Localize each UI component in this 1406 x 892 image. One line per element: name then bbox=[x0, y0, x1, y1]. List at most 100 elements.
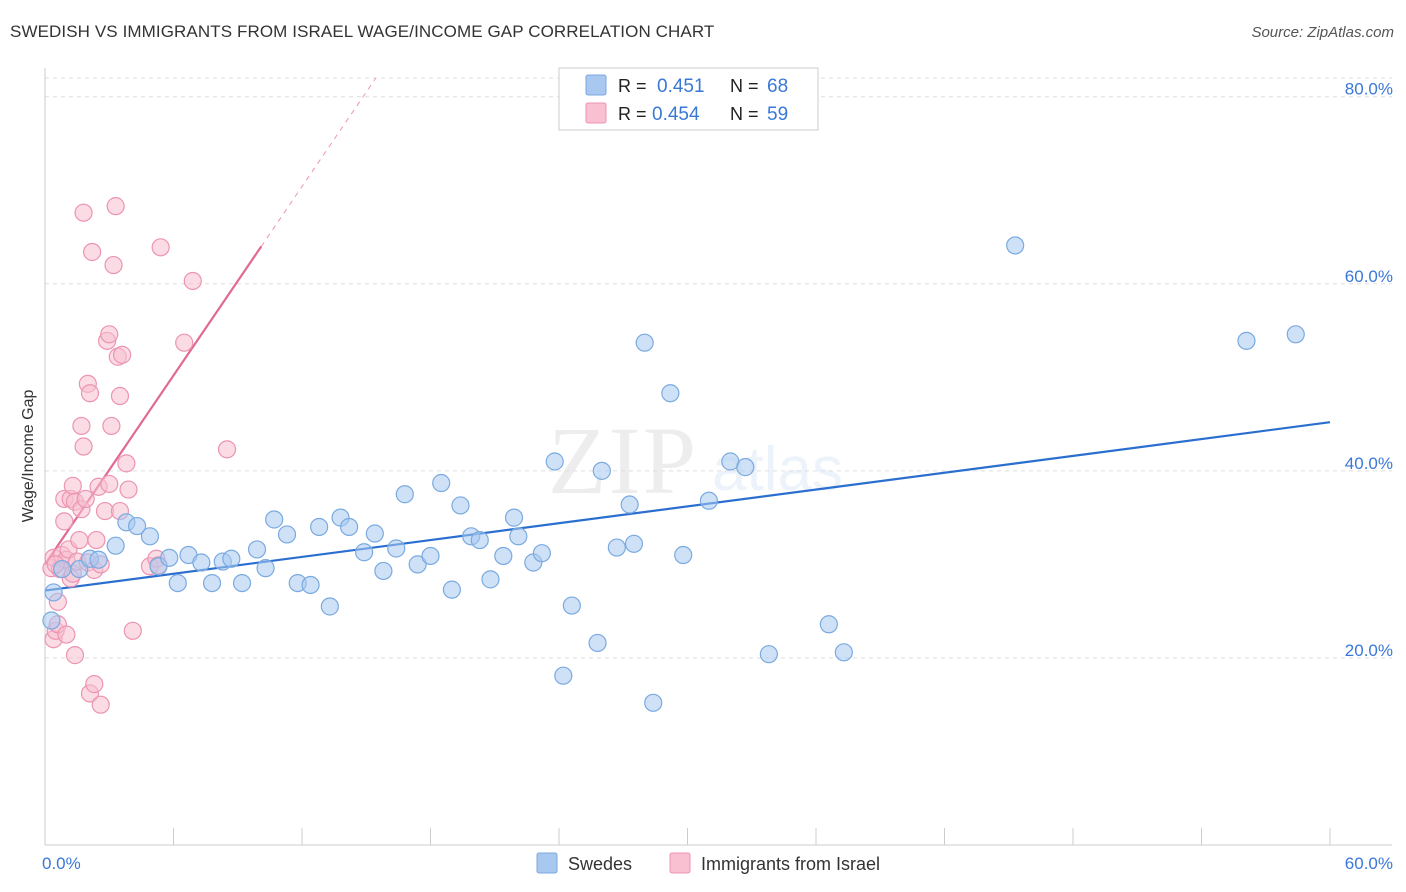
legend-swedes-r-value: 0.451 bbox=[657, 76, 705, 97]
israel-point-22 bbox=[74, 203, 93, 222]
swedes-point-47 bbox=[545, 452, 564, 471]
watermark-zip: ZIP bbox=[548, 407, 698, 514]
israel-point-19 bbox=[70, 530, 89, 550]
swedes-point-44 bbox=[509, 527, 528, 546]
swedes-point-46 bbox=[532, 544, 551, 563]
y-tick-label-2: 60.0% bbox=[1345, 267, 1393, 286]
israel-point-47 bbox=[117, 454, 136, 473]
swedes-point-17 bbox=[222, 549, 241, 568]
swedes-point-59 bbox=[699, 491, 719, 510]
y-axis-title: Wage/Income Gap bbox=[20, 390, 37, 523]
israel-point-17 bbox=[65, 646, 85, 665]
swedes-point-50 bbox=[588, 633, 607, 653]
israel-point-49 bbox=[123, 621, 142, 640]
trendline-israel-extension bbox=[260, 77, 377, 247]
y-tick-label-1: 40.0% bbox=[1345, 454, 1393, 473]
israel-point-57 bbox=[57, 625, 76, 644]
legend-swedes-r-label: R = bbox=[618, 76, 647, 96]
swedes-point-63 bbox=[819, 615, 838, 634]
swedes-point-0 bbox=[44, 583, 63, 602]
gridlines bbox=[45, 77, 1392, 659]
source-label: Source: ZipAtlas.com bbox=[1251, 24, 1394, 41]
israel-point-23 bbox=[74, 437, 93, 456]
series-israel-points bbox=[42, 197, 237, 714]
swedes-point-6 bbox=[106, 536, 125, 555]
swedes-point-18 bbox=[232, 573, 252, 593]
swedes-point-48 bbox=[554, 666, 573, 685]
swedes-point-62 bbox=[759, 645, 778, 664]
israel-point-54 bbox=[175, 333, 194, 352]
legend-israel-r-label: R = bbox=[618, 104, 647, 124]
israel-point-48 bbox=[119, 480, 138, 499]
swedes-point-14 bbox=[192, 553, 211, 572]
swedes-point-32 bbox=[387, 539, 406, 558]
swedes-point-40 bbox=[470, 530, 489, 550]
israel-point-56 bbox=[217, 440, 237, 459]
israel-point-24 bbox=[76, 489, 95, 509]
israel-point-53 bbox=[151, 238, 170, 257]
watermark: ZIP atlas bbox=[548, 407, 843, 514]
swedes-point-37 bbox=[442, 580, 462, 599]
israel-point-46 bbox=[112, 345, 132, 364]
swedes-point-26 bbox=[320, 597, 339, 616]
swedes-point-35 bbox=[421, 546, 440, 566]
swedes-point-8 bbox=[127, 516, 147, 536]
legend-israel-n-value: 59 bbox=[767, 104, 788, 125]
swedes-point-29 bbox=[355, 543, 374, 562]
israel-point-55 bbox=[183, 271, 202, 291]
swedes-point-22 bbox=[277, 525, 297, 544]
swedes-point-2 bbox=[53, 559, 72, 579]
israel-point-34 bbox=[91, 695, 110, 714]
swedes-point-20 bbox=[256, 559, 275, 578]
israel-point-41 bbox=[104, 255, 123, 275]
swedes-point-15 bbox=[202, 573, 222, 593]
swedes-point-64 bbox=[834, 643, 853, 662]
swedes-point-53 bbox=[620, 495, 639, 514]
israel-point-8 bbox=[55, 512, 74, 531]
israel-point-40 bbox=[102, 416, 121, 436]
chart-title: SWEDISH VS IMMIGRANTS FROM ISRAEL WAGE/I… bbox=[10, 22, 715, 41]
israel-point-42 bbox=[106, 197, 125, 216]
israel-point-21 bbox=[72, 416, 91, 436]
swedes-point-66 bbox=[1237, 331, 1256, 350]
swedes-point-1 bbox=[42, 611, 61, 630]
axes bbox=[44, 68, 1392, 846]
swedes-point-12 bbox=[168, 573, 187, 593]
y-tick-label-3: 80.0% bbox=[1345, 80, 1393, 99]
bottom-legend: Swedes Immigrants from Israel bbox=[536, 852, 880, 874]
bottom-legend-swatch-israel bbox=[669, 852, 691, 874]
legend: R = 0.451 N = 68 R = 0.454 N = 59 bbox=[558, 67, 819, 131]
legend-swatch-swedes bbox=[585, 74, 607, 96]
israel-point-31 bbox=[85, 675, 104, 694]
swedes-point-33 bbox=[395, 485, 414, 504]
legend-swatch-israel bbox=[585, 102, 607, 124]
bottom-legend-label-israel: Immigrants from Israel bbox=[701, 854, 880, 874]
x-tick-label-max: 60.0% bbox=[1345, 854, 1393, 873]
swedes-point-56 bbox=[644, 693, 663, 712]
swedes-point-38 bbox=[451, 496, 470, 515]
swedes-point-61 bbox=[736, 458, 755, 477]
swedes-point-49 bbox=[562, 596, 581, 615]
israel-point-29 bbox=[83, 242, 102, 262]
swedes-point-67 bbox=[1286, 325, 1305, 344]
swedes-point-65 bbox=[1006, 236, 1025, 255]
legend-israel-r-value: 0.454 bbox=[652, 104, 700, 125]
israel-point-38 bbox=[100, 325, 119, 344]
swedes-point-55 bbox=[635, 333, 654, 352]
swedes-point-52 bbox=[607, 538, 626, 557]
swedes-point-36 bbox=[432, 473, 451, 493]
swedes-point-42 bbox=[494, 546, 513, 566]
bottom-legend-swatch-swedes bbox=[536, 852, 558, 874]
legend-swedes-n-value: 68 bbox=[767, 76, 788, 97]
swedes-point-51 bbox=[592, 461, 611, 480]
swedes-point-34 bbox=[408, 555, 427, 574]
swedes-point-57 bbox=[661, 384, 680, 403]
swedes-point-5 bbox=[89, 550, 108, 569]
swedes-point-41 bbox=[481, 570, 500, 589]
swedes-point-43 bbox=[504, 508, 524, 527]
israel-point-15 bbox=[63, 476, 82, 495]
swedes-point-54 bbox=[624, 534, 644, 553]
swedes-point-24 bbox=[301, 575, 320, 595]
swedes-point-21 bbox=[265, 510, 284, 529]
